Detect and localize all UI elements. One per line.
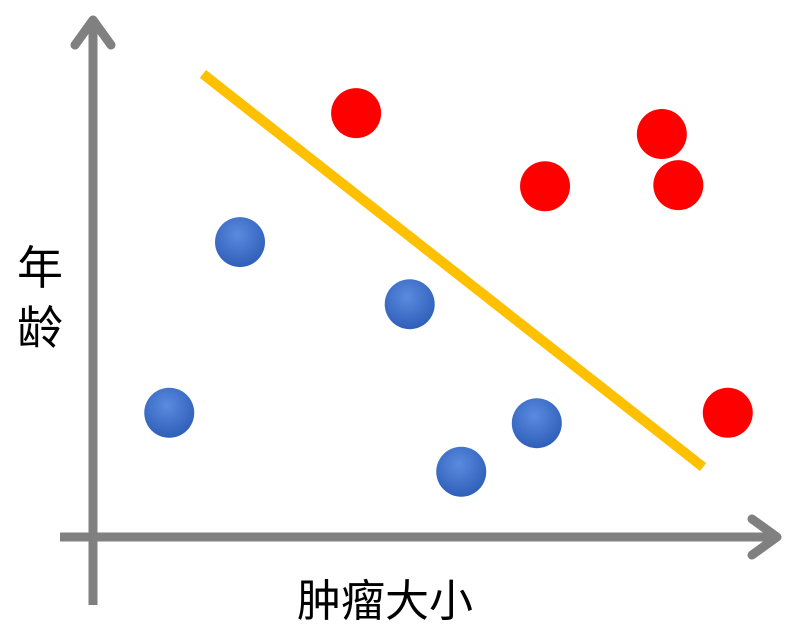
y-axis-label-char: 年 (17, 241, 63, 295)
y-axis-label-char: 龄 (17, 301, 63, 355)
blue-data-point (215, 217, 266, 268)
y-axis-arrow (70, 15, 116, 50)
axes (60, 15, 782, 605)
red-data-point (636, 109, 687, 160)
y-axis-label: 年龄 (12, 238, 68, 358)
red-data-point (653, 160, 704, 211)
data-points (144, 70, 753, 497)
x-axis-arrow (747, 514, 782, 560)
decision-boundary-line (199, 70, 707, 471)
x-axis-label: 肿瘤大小 (297, 576, 473, 627)
blue-data-point (511, 398, 562, 449)
blue-data-point (384, 279, 435, 330)
blue-data-point (144, 387, 195, 438)
blue-data-point (436, 446, 487, 497)
red-data-point (702, 387, 753, 438)
red-data-point (331, 88, 382, 139)
red-data-point (520, 161, 571, 212)
